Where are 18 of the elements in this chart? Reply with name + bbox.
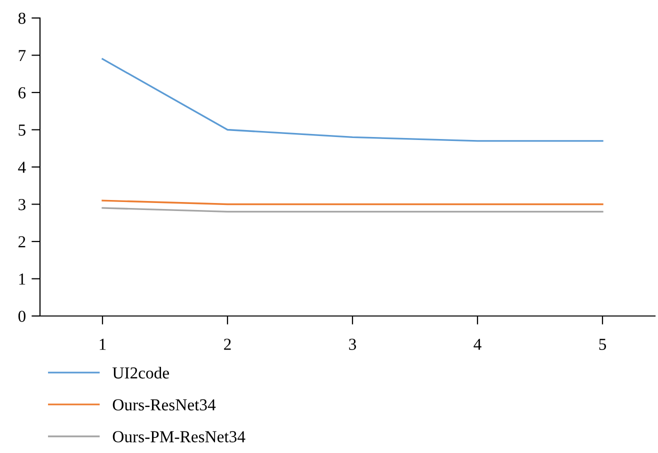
y-tick-label: 3 [18,198,26,210]
legend-label: Ours-ResNet34 [112,399,216,410]
y-tick-label: 0 [18,310,26,322]
y-tick-label: 2 [18,236,26,248]
x-tick-label: 5 [599,338,606,350]
x-tick-label: 1 [100,338,106,350]
x-tick-label: 3 [349,338,356,350]
y-tick-label: 5 [18,124,26,136]
y-tick-label: 6 [18,87,26,98]
legend-label: Ours-PM-ResNet34 [112,431,246,442]
y-tick-label: 8 [18,12,26,24]
x-tick-label: 4 [474,338,482,350]
y-tick-label: 1 [19,274,26,285]
legend-label: UI2code [112,366,169,379]
line-series [102,58,604,142]
y-tick-label: 4 [18,162,26,173]
y-tick-label: 7 [18,50,26,62]
x-tick-label: 2 [224,338,231,350]
